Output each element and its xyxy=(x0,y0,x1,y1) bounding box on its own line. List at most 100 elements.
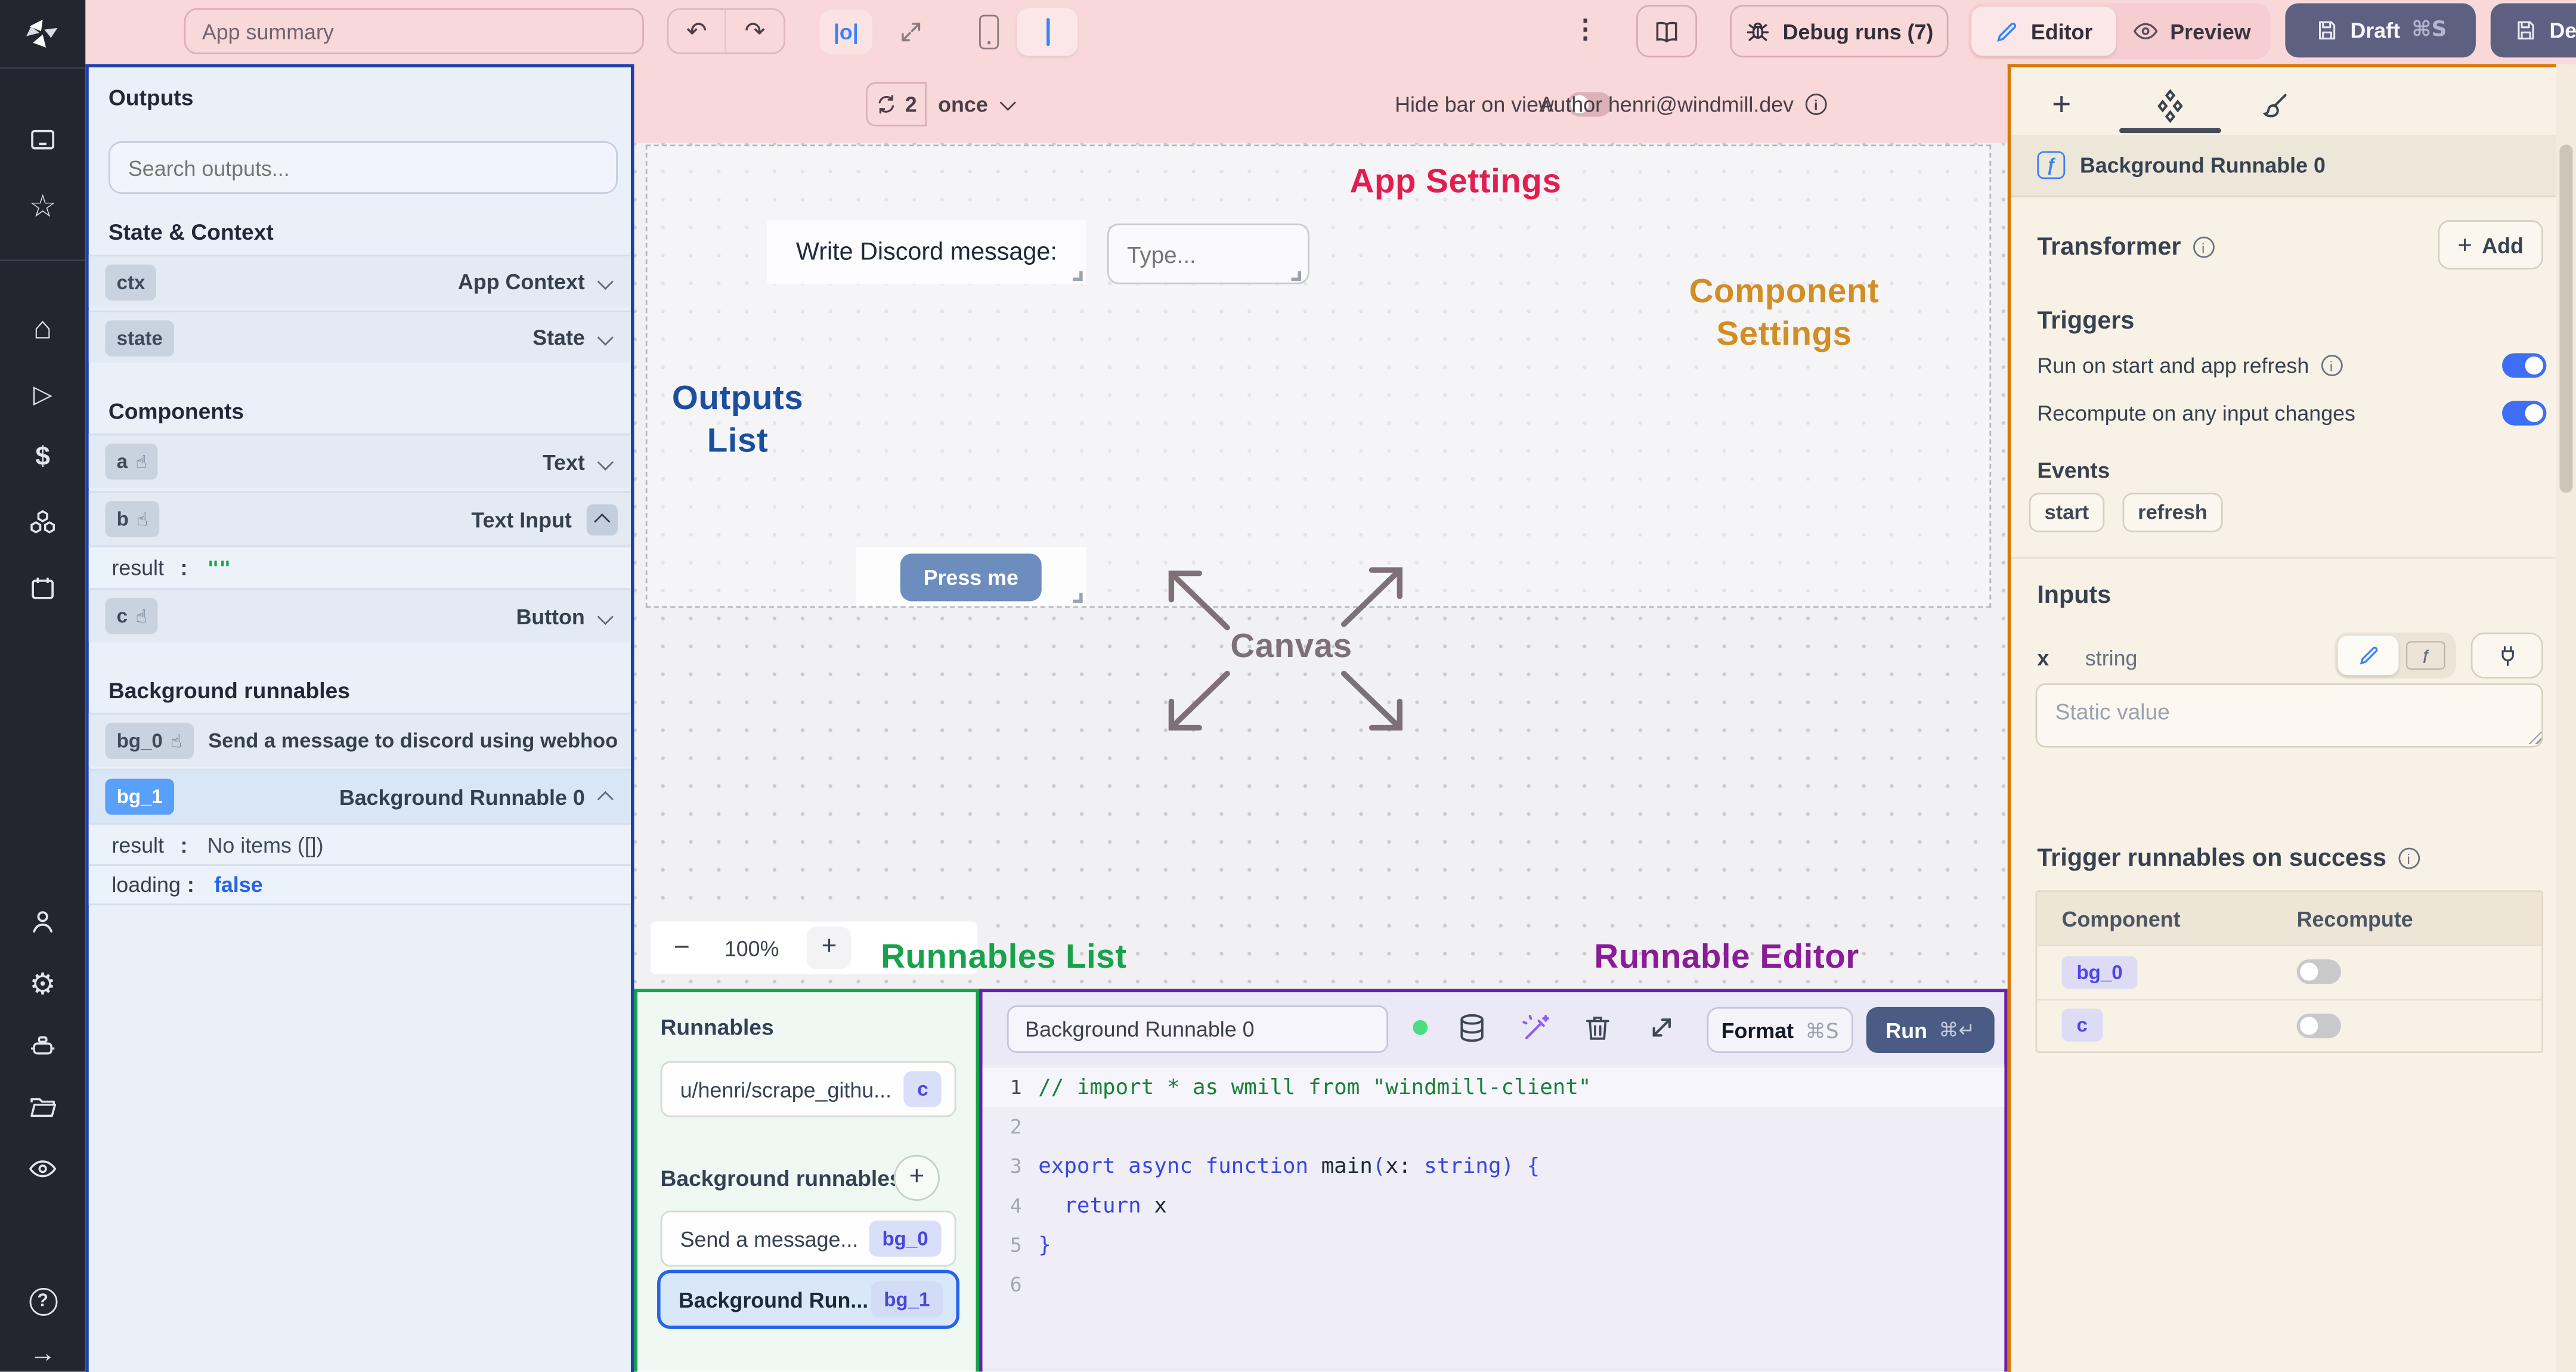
tab-editor[interactable]: Editor xyxy=(1971,7,2116,56)
plus-icon: + xyxy=(2052,87,2072,123)
recompute-toggle[interactable] xyxy=(2296,959,2342,984)
tab-styling-brush-icon[interactable] xyxy=(2258,91,2290,123)
undo-button[interactable]: ↶ xyxy=(668,10,726,53)
code-comment: // import * as wmill from "windmill-clie… xyxy=(1038,1075,1592,1100)
add-bg-runnable-button[interactable]: + xyxy=(893,1154,940,1201)
sidebar-item-folders[interactable] xyxy=(28,1092,58,1122)
docs-button[interactable] xyxy=(1636,5,1698,58)
sidebar-item-users[interactable] xyxy=(28,907,58,937)
sidebar-item-settings[interactable]: ⚙ xyxy=(28,967,58,999)
sidebar-item-workers[interactable] xyxy=(28,1032,58,1061)
run-shortcut: ⌘↵ xyxy=(1939,1018,1976,1042)
b-key-badge: b ☝ xyxy=(105,501,160,537)
sidebar-item-resources[interactable] xyxy=(28,507,58,537)
event-chip-start[interactable]: start xyxy=(2029,493,2105,532)
output-row-ctx[interactable]: ctx App Context xyxy=(88,255,631,308)
zoom-out-button[interactable]: − xyxy=(673,931,690,963)
interval-dropdown[interactable]: once xyxy=(938,82,1017,126)
draft-button[interactable]: Draft ⌘S xyxy=(2285,3,2476,58)
save-icon xyxy=(2318,21,2335,40)
database-icon[interactable] xyxy=(1456,1012,1488,1045)
ai-wand-icon[interactable] xyxy=(1519,1012,1552,1045)
right-panel-scrollbar[interactable] xyxy=(2556,64,2576,1372)
app-summary-input[interactable] xyxy=(184,8,644,54)
resize-handle[interactable] xyxy=(1291,271,1302,281)
sidebar-item-help[interactable]: ? xyxy=(28,1286,58,1316)
chevron-down-icon[interactable] xyxy=(597,608,614,624)
hide-bar-toggle[interactable] xyxy=(1566,92,1612,117)
info-icon[interactable]: i xyxy=(2398,847,2420,869)
button-component[interactable]: Press me xyxy=(900,553,1042,600)
recompute-inputs-toggle[interactable] xyxy=(2502,401,2547,426)
loading-value: false xyxy=(213,872,263,897)
static-value-input[interactable] xyxy=(2035,683,2543,748)
textinput-component[interactable] xyxy=(1107,223,1309,284)
overlay-outputs-list-label: Outputs List xyxy=(671,379,804,460)
chevron-down-icon[interactable] xyxy=(597,453,614,470)
mobile-view-button[interactable] xyxy=(964,10,1014,54)
info-icon[interactable]: i xyxy=(2192,236,2214,258)
sidebar-item-schedules[interactable] xyxy=(28,574,58,603)
sidebar-item-favorites[interactable]: ☆ xyxy=(28,190,58,224)
output-row-c[interactable]: c ☝ Button xyxy=(88,588,631,643)
resize-handle[interactable] xyxy=(1073,271,1083,281)
sidebar-item-variables[interactable]: $ xyxy=(28,444,58,473)
format-button[interactable]: Format ⌘S xyxy=(1707,1006,1853,1054)
sidebar-item-apps[interactable] xyxy=(28,125,58,154)
chevron-down-icon[interactable] xyxy=(597,329,614,346)
refresh-count-button[interactable]: 2 xyxy=(865,82,927,127)
static-mode-button[interactable] xyxy=(2337,636,2399,676)
more-menu-button[interactable]: ⋮ xyxy=(1572,13,1599,46)
debug-runs-button[interactable]: Debug runs (7) xyxy=(1730,5,1949,58)
bg1-result-row[interactable]: result : No items ([]) xyxy=(88,823,631,865)
windmill-logo[interactable] xyxy=(21,13,64,52)
fullwidth-button[interactable] xyxy=(886,10,935,54)
sidebar-expand-button[interactable]: → xyxy=(28,1340,58,1370)
sidebar-item-runs[interactable]: ▷ xyxy=(28,379,58,409)
bg1-loading-row[interactable]: loading : false xyxy=(88,864,631,906)
run-on-start-toggle[interactable] xyxy=(2502,353,2547,378)
runnable-item-bg0[interactable]: Send a message... bg_0 xyxy=(660,1210,956,1267)
desktop-view-button[interactable] xyxy=(1017,8,1078,56)
collapse-button[interactable] xyxy=(586,503,618,535)
runnable-item-bg1-selected[interactable]: Background Run... bg_1 xyxy=(657,1269,959,1329)
resize-handle[interactable] xyxy=(1073,593,1083,603)
zoom-in-button[interactable]: + xyxy=(807,926,852,970)
runnable-name-input[interactable] xyxy=(1007,1005,1389,1054)
tab-insert[interactable]: + xyxy=(2052,87,2071,125)
run-button[interactable]: Run ⌘↵ xyxy=(1866,1006,1995,1054)
sidebar-item-home[interactable]: ⌂ xyxy=(28,312,58,346)
code-editor[interactable]: 1 // import * as wmill from "windmill-cl… xyxy=(982,1064,2005,1368)
text-component[interactable]: Write Discord message: xyxy=(767,220,1086,284)
chevron-up-icon[interactable] xyxy=(597,791,614,807)
output-row-bg0[interactable]: bg_0 ☝ Send a message to discord using we… xyxy=(88,713,631,767)
search-outputs-input[interactable] xyxy=(108,141,618,194)
plus-icon: + xyxy=(2457,231,2472,259)
trash-icon[interactable] xyxy=(1582,1012,1613,1043)
scrollbar-thumb[interactable] xyxy=(2559,144,2573,493)
info-icon[interactable]: i xyxy=(1805,94,1827,115)
expr-mode-button[interactable]: ƒ xyxy=(2406,641,2445,670)
deploy-button[interactable]: Deploy xyxy=(2490,3,2576,58)
chevron-down-icon[interactable] xyxy=(597,273,614,290)
output-row-state[interactable]: state State xyxy=(88,310,631,363)
runnable-item-script[interactable]: u/henri/scrape_githu... c xyxy=(660,1061,956,1117)
canvas-area[interactable]: App Settings Component Settings Outputs … xyxy=(634,143,2008,989)
sidebar-item-audit[interactable] xyxy=(28,1153,58,1183)
bg-runnables-title: Background runnables xyxy=(660,1166,902,1191)
recompute-toggle[interactable] xyxy=(2296,1013,2342,1038)
chevron-down-icon xyxy=(1000,94,1017,110)
tab-preview[interactable]: Preview xyxy=(2116,7,2267,56)
add-transformer-button[interactable]: + Add xyxy=(2438,220,2543,270)
connect-mode-button[interactable] xyxy=(2470,632,2543,679)
tab-settings-diamonds-icon[interactable] xyxy=(2152,89,2188,125)
info-icon[interactable]: i xyxy=(2320,355,2342,376)
output-row-b[interactable]: b ☝ Text Input xyxy=(88,491,631,546)
redo-button[interactable]: ↷ xyxy=(726,10,784,53)
event-chip-refresh[interactable]: refresh xyxy=(2122,493,2223,532)
output-row-a[interactable]: a ☝ Text xyxy=(88,433,631,488)
layout-width-button[interactable]: |o| xyxy=(819,10,872,54)
expand-editor-icon[interactable] xyxy=(1646,1012,1677,1043)
output-row-bg1-selected[interactable]: bg_1 Background Runnable 0 xyxy=(88,769,631,823)
b-result-row[interactable]: result : "" xyxy=(88,545,631,589)
